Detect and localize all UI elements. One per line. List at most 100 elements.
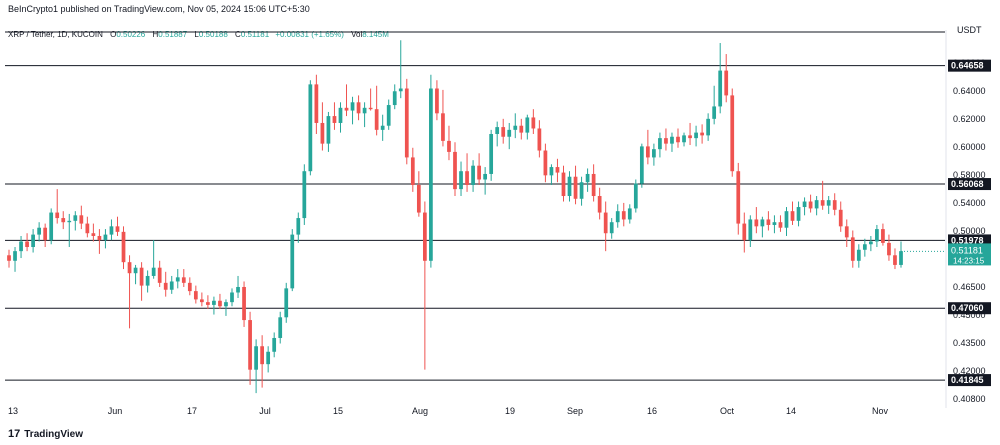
time-tick-label: Aug [412, 406, 428, 416]
time-tick-label: Jun [108, 406, 123, 416]
candle-body [326, 116, 331, 144]
price-tick-label: 0.46500 [953, 282, 986, 292]
candle-body [597, 196, 602, 213]
candle-body [163, 282, 168, 290]
candle-body [838, 209, 843, 227]
candle-body [790, 211, 795, 221]
current-price-badge [948, 243, 991, 266]
candle-body [181, 277, 186, 283]
candle-body [519, 125, 524, 133]
support-resistance-lines [5, 31, 945, 381]
time-axis[interactable]: 13 Jun 17 Jul 15 Aug 19 Sep 16 Oct 14 Nov [8, 406, 889, 416]
candle-body [832, 200, 837, 210]
candle-body [7, 255, 11, 261]
candle-body [573, 176, 578, 199]
candle-body [814, 200, 819, 209]
candle-body [507, 129, 512, 137]
price-tick-label: 0.50000 [953, 226, 986, 236]
candle-body [157, 267, 162, 283]
candle-body [688, 135, 692, 139]
price-axis[interactable]: 0.660000.640000.620000.600000.580000.540… [945, 30, 991, 408]
change-value: +0.00831 (+1.65%) [275, 30, 344, 39]
candle-body [302, 171, 307, 219]
time-tick-label: 15 [333, 406, 343, 416]
price-tick-label: 0.43500 [953, 338, 986, 348]
candle-body [187, 282, 192, 292]
candle-body [856, 249, 861, 261]
candle-body [61, 218, 66, 223]
price-tick-label: 0.62000 [953, 114, 986, 124]
candle-body [881, 229, 885, 243]
candle-body [67, 220, 72, 223]
high-label: H [152, 30, 159, 39]
candle-body [706, 118, 711, 136]
candle-body [579, 182, 584, 199]
candle-body [422, 212, 427, 261]
candle-body [91, 233, 96, 236]
price-tick-label: 0.60000 [953, 142, 986, 152]
candle-body [362, 107, 367, 114]
volume-label: Vol [351, 30, 363, 39]
candle-body [682, 135, 686, 143]
candle-body [603, 212, 608, 234]
candle-body [700, 132, 704, 136]
candle-body [501, 127, 506, 137]
candle-body [736, 171, 741, 224]
candle-body [145, 275, 150, 286]
candle-body [621, 211, 626, 220]
tradingview-brand: TradingView [24, 428, 83, 440]
volume-value: 8.145M [362, 30, 389, 39]
candle-body [899, 251, 903, 265]
candle-body [139, 267, 144, 286]
time-tick-label: 16 [647, 406, 657, 416]
candle-body [79, 215, 84, 224]
symbol-legend: XRP / Tether, 1D, KUCOIN O0.50226 H0.518… [8, 30, 389, 39]
candle-body [380, 125, 385, 130]
candle-body [742, 223, 747, 241]
candle-body [862, 244, 867, 250]
candle-body [308, 84, 313, 172]
time-tick-label: Oct [720, 406, 735, 416]
candle-body [627, 208, 632, 220]
candle-body [218, 300, 222, 307]
candle-body [133, 267, 138, 274]
currency-label: USDT [957, 25, 982, 35]
candle-body [435, 88, 439, 114]
time-tick-label: Jul [259, 406, 271, 416]
candle-body [332, 116, 337, 123]
candle-body [754, 219, 759, 227]
candle-body [658, 138, 662, 150]
candle-body [296, 218, 301, 235]
level-price-label: 0.56068 [951, 179, 984, 189]
candle-body [718, 70, 723, 107]
price-tick-label: 0.58000 [953, 170, 986, 180]
candle-body [212, 300, 216, 305]
candle-body [465, 171, 469, 185]
candle-body [254, 346, 258, 370]
candle-body [525, 117, 530, 133]
candle-body [694, 132, 698, 139]
candle-body [778, 222, 783, 228]
candle-body [290, 234, 295, 289]
candle-body [531, 117, 536, 129]
candle-body [784, 211, 789, 228]
candle-body [724, 70, 729, 96]
candle-body [374, 109, 379, 130]
candle-body [802, 201, 807, 208]
candle-body [760, 219, 765, 227]
low-label: L [194, 30, 199, 39]
open-label: O [110, 30, 117, 39]
symbol-name[interactable]: XRP / Tether, 1D, KUCOIN [8, 30, 103, 39]
candle-body [537, 128, 542, 151]
countdown-label: 14:23:15 [953, 256, 985, 265]
candle-body [664, 138, 668, 144]
candle-body [730, 95, 735, 172]
candle-body [453, 151, 457, 190]
candle-body [748, 219, 753, 241]
candle-body [103, 234, 108, 241]
time-tick-label: 13 [8, 406, 18, 416]
candle-body [850, 237, 855, 261]
candle-body [236, 286, 240, 293]
candle-body [820, 200, 825, 206]
